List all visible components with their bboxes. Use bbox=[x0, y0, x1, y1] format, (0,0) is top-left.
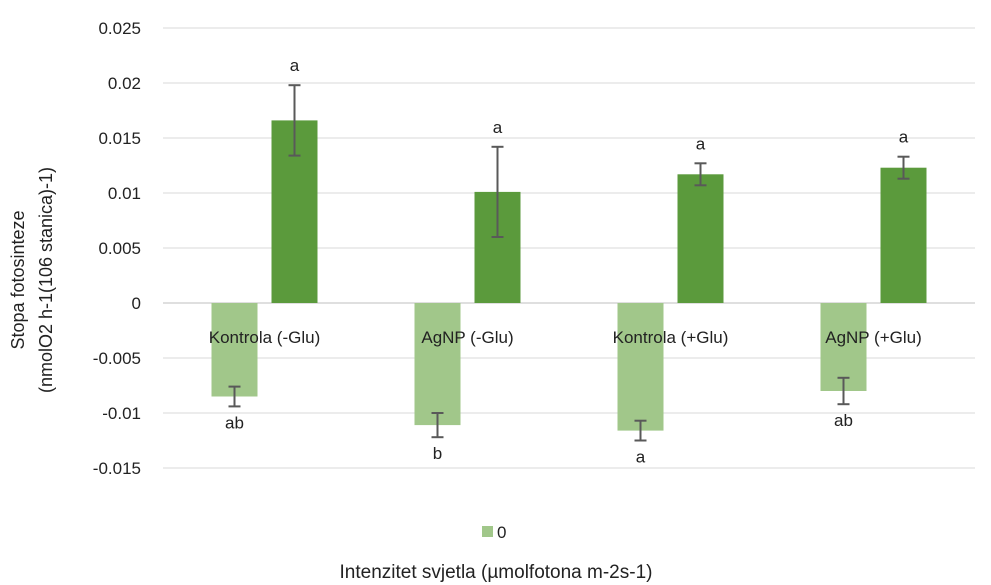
error-bar bbox=[288, 84, 301, 157]
significance-label: a bbox=[899, 128, 909, 147]
significance-label: a bbox=[290, 56, 300, 75]
y-tick-label: 0 bbox=[132, 294, 141, 313]
error-bar bbox=[897, 155, 910, 180]
category-labels: Kontrola (-Glu) AgNP (-Glu) Kontrola (+Glu… bbox=[209, 328, 922, 347]
significance-label: ab bbox=[834, 411, 853, 430]
y-axis-label: Stopa fotosinteze (nmolO2 h-1(106 stanic… bbox=[8, 167, 56, 393]
significance-label: ab bbox=[225, 413, 244, 432]
y-tick-label: 0.005 bbox=[98, 239, 141, 258]
bar bbox=[880, 167, 927, 303]
y-tick-label: 0.01 bbox=[108, 184, 141, 203]
significance-label: a bbox=[696, 134, 706, 153]
error-bar bbox=[634, 419, 647, 442]
legend-entry: 0 bbox=[497, 523, 506, 542]
error-bar bbox=[228, 385, 241, 408]
x-axis-label: Intenzitet svjetla (µmolfotona m-2s-1) bbox=[340, 562, 653, 583]
significance-label: a bbox=[636, 448, 646, 467]
y-axis-label-line2: (nmolO2 h-1(106 stanica)-1) bbox=[36, 167, 56, 393]
significance-label: a bbox=[493, 118, 503, 137]
error-bar bbox=[837, 376, 850, 406]
significance-label: b bbox=[433, 444, 442, 463]
category-label: Kontrola (-Glu) bbox=[209, 328, 320, 347]
category-label: AgNP (+Glu) bbox=[825, 328, 922, 347]
y-tick-label: 0.025 bbox=[98, 19, 141, 38]
y-axis-label-line1: Stopa fotosinteze bbox=[8, 210, 28, 349]
y-tick-label: 0.015 bbox=[98, 129, 141, 148]
y-tick-label: 0.02 bbox=[108, 74, 141, 93]
legend-swatch bbox=[482, 526, 493, 537]
category-label: AgNP (-Glu) bbox=[421, 328, 513, 347]
error-bar bbox=[431, 412, 444, 439]
bar bbox=[617, 303, 664, 431]
bars bbox=[211, 120, 927, 431]
error-bars bbox=[228, 84, 910, 442]
bar bbox=[820, 303, 867, 391]
bar bbox=[414, 303, 461, 426]
error-bar bbox=[694, 162, 707, 187]
y-tick-label: -0.015 bbox=[93, 459, 141, 478]
y-tick-label: -0.005 bbox=[93, 349, 141, 368]
category-label: Kontrola (+Glu) bbox=[613, 328, 729, 347]
bar bbox=[211, 303, 258, 397]
bar bbox=[677, 174, 724, 303]
y-tick-label: -0.01 bbox=[102, 404, 141, 423]
y-tick-labels: 0.025 0.02 0.015 0.01 0.005 0 -0.005 -0.01 -0.01… bbox=[93, 19, 141, 478]
legend: 0 bbox=[482, 523, 506, 542]
error-bar bbox=[491, 145, 504, 238]
